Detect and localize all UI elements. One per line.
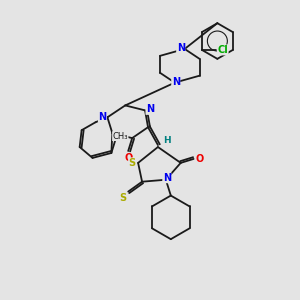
Text: N: N (163, 173, 171, 183)
Text: N: N (172, 76, 180, 87)
Text: O: O (195, 154, 204, 164)
Text: N: N (177, 43, 185, 53)
Text: S: S (120, 193, 127, 202)
Text: H: H (163, 136, 171, 145)
Text: CH₃: CH₃ (112, 132, 128, 141)
Text: N: N (98, 112, 106, 122)
Text: O: O (124, 153, 132, 163)
Text: Cl: Cl (218, 45, 228, 55)
Text: N: N (146, 104, 154, 114)
Text: S: S (129, 158, 136, 168)
